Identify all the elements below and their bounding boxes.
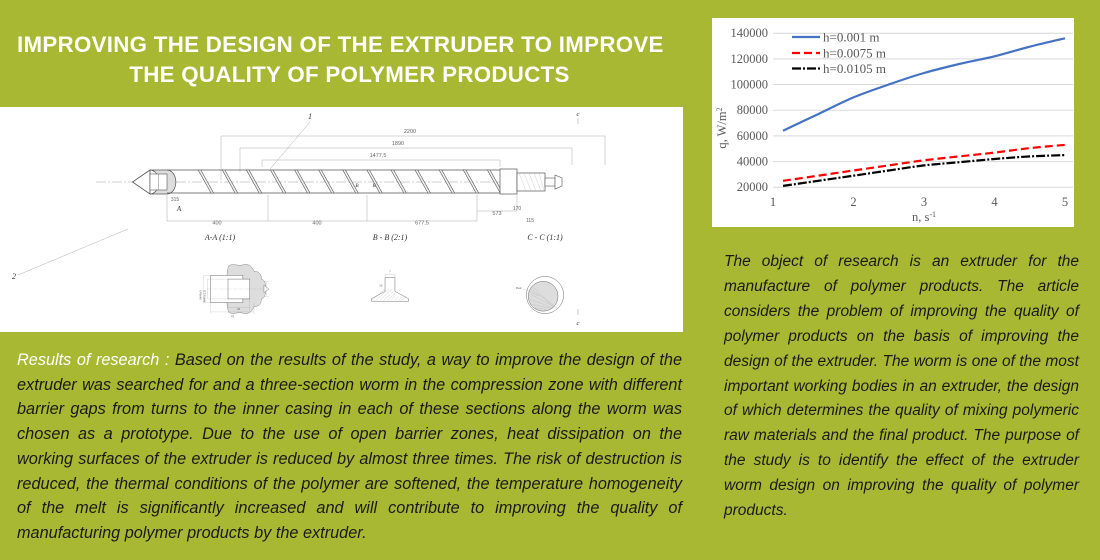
svg-text:42: 42: [237, 307, 241, 311]
svg-text:h=0.0075 m: h=0.0075 m: [823, 46, 886, 61]
svg-text:80000: 80000: [737, 103, 768, 117]
svg-text:n, s-1: n, s-1: [912, 210, 936, 225]
svg-text:M48x3: M48x3: [198, 290, 202, 300]
svg-text:15: 15: [379, 283, 383, 287]
svg-text:120000: 120000: [731, 52, 769, 66]
svg-text:40000: 40000: [737, 155, 768, 169]
svg-text:2: 2: [850, 195, 856, 209]
svg-text:75: 75: [231, 315, 235, 319]
svg-text:Ra2: Ra2: [516, 286, 522, 290]
svg-text:4: 4: [991, 195, 998, 209]
svg-text:q, W/m2: q, W/m2: [715, 107, 730, 148]
svg-text:7: 7: [389, 270, 391, 274]
svg-text:20000: 20000: [737, 180, 768, 194]
svg-text:140000: 140000: [731, 26, 769, 40]
svg-text:60000: 60000: [737, 129, 768, 143]
svg-text:5: 5: [1062, 195, 1068, 209]
svg-text:1: 1: [770, 195, 776, 209]
svg-text:h=0.0105 m: h=0.0105 m: [823, 61, 886, 76]
svg-text:h=0.001 m: h=0.001 m: [823, 30, 879, 45]
svg-text:M40x1.5: M40x1.5: [203, 290, 207, 302]
svg-text:100000: 100000: [731, 78, 769, 92]
svg-text:3: 3: [921, 195, 927, 209]
